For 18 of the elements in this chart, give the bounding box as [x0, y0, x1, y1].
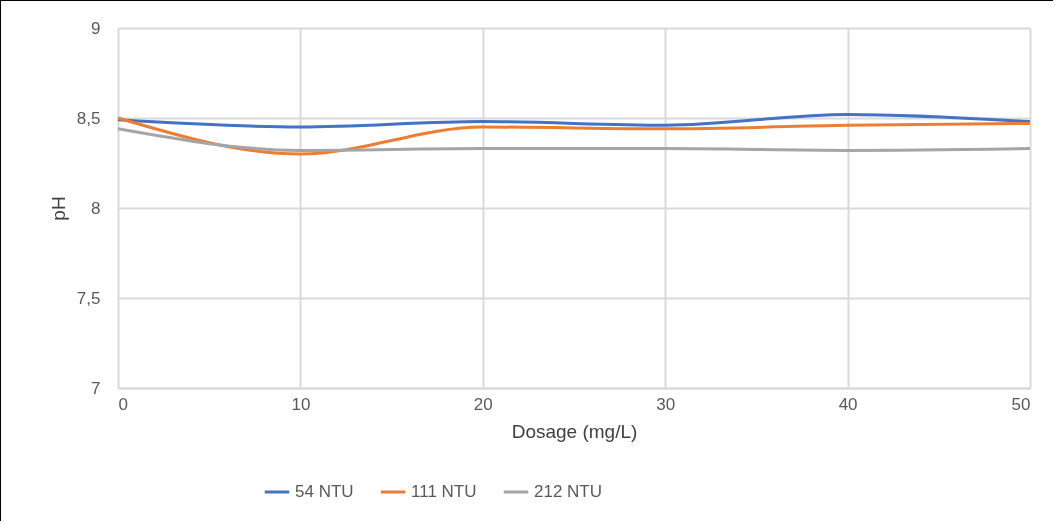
line-series	[116, 112, 1032, 129]
legend-label: 111 NTU	[411, 482, 477, 501]
y-tick-label: 8,5	[76, 108, 101, 128]
x-tick-label: 30	[656, 394, 676, 414]
y-tick-label: 8	[91, 198, 101, 218]
x-axis-title: Dosage (mg/L)	[511, 420, 638, 442]
x-tick-label: 10	[291, 394, 311, 414]
x-tick-label: 0	[118, 394, 128, 414]
legend-label: 54 NTU	[295, 482, 354, 501]
legend-label: 212 NTU	[534, 482, 603, 501]
y-tick-label: 7,5	[76, 288, 101, 308]
x-tick-label: 20	[473, 394, 493, 414]
x-tick-label: 50	[1011, 394, 1031, 414]
line-series	[116, 116, 1032, 156]
x-tick-label: 40	[838, 394, 858, 414]
y-axis-title: pH	[47, 196, 69, 221]
y-tick-label: 9	[91, 18, 101, 38]
y-tick-label: 7	[91, 378, 101, 398]
